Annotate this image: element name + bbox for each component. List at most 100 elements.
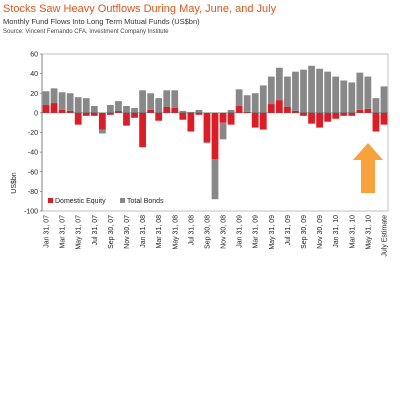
x-tick-label: Mar 31, 09: [253, 215, 260, 249]
bar: [195, 109, 203, 113]
bar: [155, 98, 163, 113]
bar: [219, 122, 227, 140]
bar: [98, 112, 106, 130]
bar: [211, 158, 219, 200]
bar: [284, 76, 291, 107]
x-tick-label: May 31, 10: [365, 215, 372, 250]
bar: [147, 93, 155, 110]
x-tick-label: Nov 30, 08: [221, 215, 228, 249]
bar: [131, 112, 138, 118]
x-tick-label: Sep 30, 09: [301, 215, 308, 249]
bar: [211, 112, 219, 159]
y-tick-label: -20: [28, 130, 38, 137]
x-tick-label: Mar 31, 07: [60, 215, 67, 249]
bar: [292, 71, 299, 111]
bar: [316, 68, 323, 113]
bar: [171, 107, 179, 113]
x-tick-label: May 31, 07: [76, 215, 83, 250]
bar: [163, 90, 171, 107]
bar: [380, 112, 388, 125]
y-tick-label: -100: [24, 209, 38, 216]
y-tick-label: 40: [30, 71, 38, 78]
bar: [340, 112, 348, 116]
legend-label: Total Bonds: [127, 198, 164, 205]
x-tick-label: Nov 30, 09: [317, 215, 324, 249]
bar: [259, 112, 267, 130]
y-tick-label: -40: [28, 150, 38, 157]
bar: [300, 112, 307, 116]
bar: [90, 106, 98, 113]
bar: [74, 97, 82, 113]
bar: [348, 112, 356, 116]
bar: [316, 112, 323, 128]
x-tick-label: Jan 31, 08: [140, 215, 147, 248]
bar: [66, 110, 74, 113]
x-tick-label: Nov 30, 07: [124, 215, 131, 249]
bar: [203, 142, 211, 144]
bar: [259, 85, 267, 113]
bar: [251, 93, 259, 113]
bar: [284, 106, 291, 113]
bar: [74, 112, 82, 125]
y-tick-label: 60: [30, 52, 38, 59]
bar: [42, 105, 50, 113]
bar: [187, 111, 195, 113]
x-tick-label: Mar 31, 10: [349, 215, 356, 249]
bar: [179, 112, 187, 120]
bar: [58, 109, 66, 113]
chart-title: Stocks Saw Heavy Outflows During May, Ju…: [3, 3, 277, 15]
x-tick-label: Jan 31, 09: [237, 215, 244, 248]
bar: [203, 112, 211, 143]
bar: [98, 129, 106, 134]
bar: [139, 112, 146, 148]
bar: [107, 105, 114, 113]
x-tick-label: July Estimate: [381, 215, 388, 257]
chart-source: Source: Vincent Fernando CFA, Investment…: [3, 29, 169, 35]
bar: [348, 82, 356, 113]
bar: [82, 112, 90, 116]
bar: [179, 110, 187, 113]
x-tick-label: Mar 31, 08: [156, 215, 163, 249]
bar: [155, 112, 163, 121]
annotation-arrow: [353, 143, 383, 193]
x-tick-label: May 31, 08: [172, 215, 179, 250]
legend-label: Domestic Equity: [55, 198, 106, 205]
bar: [139, 90, 146, 113]
bar: [364, 108, 372, 113]
bar: [123, 112, 130, 126]
bar: [50, 103, 58, 113]
y-tick-label: 20: [30, 91, 38, 98]
bar: [235, 89, 243, 107]
bar: [195, 112, 203, 115]
legend-swatch: [48, 198, 53, 203]
legend-swatch: [120, 198, 125, 203]
bar: [267, 76, 275, 105]
bar: [82, 98, 90, 113]
x-tick-label: Jul 31, 09: [285, 215, 292, 245]
bar: [251, 112, 259, 128]
bar: [123, 106, 130, 113]
bar: [115, 110, 122, 113]
bar: [292, 110, 299, 113]
bar: [356, 109, 364, 113]
bar: [90, 112, 98, 116]
bar: [275, 67, 283, 101]
bar: [243, 111, 251, 113]
bar: [380, 86, 388, 113]
x-tick-label: May 31, 09: [269, 215, 276, 250]
bar: [50, 88, 58, 104]
bar: [340, 80, 348, 113]
y-axis-label: US$bn: [11, 172, 18, 194]
bar: [227, 112, 235, 125]
bar: [171, 90, 179, 108]
bar: [115, 101, 122, 111]
bar: [219, 112, 227, 123]
chart-subtitle: Monthly Fund Flows Into Long Term Mutual…: [3, 17, 200, 26]
bar: [324, 71, 332, 113]
bar: [58, 92, 66, 110]
bar: [275, 100, 283, 113]
bar: [332, 112, 340, 119]
bar: [372, 112, 380, 132]
bar: [364, 76, 372, 109]
